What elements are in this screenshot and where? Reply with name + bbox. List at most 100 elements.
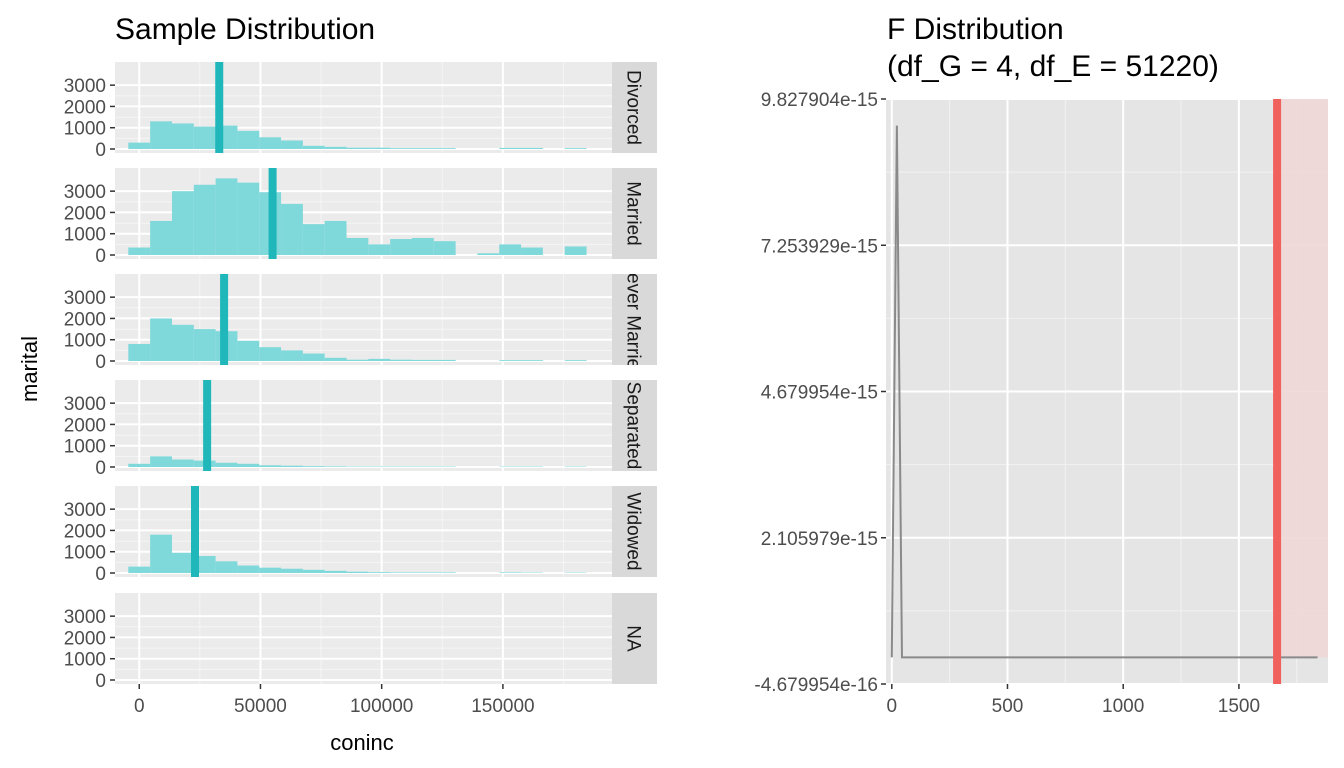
y-tick-label: 2000 bbox=[64, 203, 106, 224]
histogram-bar bbox=[259, 347, 282, 361]
histogram-bar bbox=[128, 343, 151, 361]
histogram-bar bbox=[324, 146, 347, 149]
histogram-bar bbox=[171, 324, 194, 361]
histogram-bar bbox=[193, 184, 216, 255]
facet-strip-label: Divorced bbox=[623, 70, 644, 145]
f-distribution-panel: -4.679954e-16 2.105979e-15 4.679954e-15 7.2… bbox=[754, 90, 1328, 717]
histogram-bar bbox=[237, 340, 260, 361]
y-tick-label: 3000 bbox=[64, 76, 106, 97]
y-tick-label: 2000 bbox=[64, 521, 106, 542]
right-chart-title-line-2: (df_G = 4, df_E = 51220) bbox=[887, 50, 1219, 83]
histogram-bar bbox=[215, 561, 238, 573]
y-tick-label: 1000 bbox=[64, 119, 106, 140]
histogram-bar bbox=[324, 220, 347, 255]
facet-strip-label: Widowed bbox=[623, 492, 644, 570]
y-tick-label: 0 bbox=[95, 246, 106, 267]
histogram-bar bbox=[281, 350, 303, 361]
histogram-bar bbox=[521, 147, 543, 149]
histogram-bar bbox=[171, 552, 194, 573]
histogram-bar bbox=[302, 145, 325, 149]
histogram-bar bbox=[215, 462, 238, 467]
mean-line bbox=[215, 62, 224, 153]
y-tick-label: 1000 bbox=[64, 331, 106, 352]
mean-line bbox=[220, 274, 229, 365]
histogram-bar bbox=[193, 555, 216, 573]
histogram-bar bbox=[346, 571, 369, 573]
f-density-line bbox=[890, 125, 1318, 659]
histogram-bar bbox=[411, 237, 434, 255]
histogram-bar bbox=[564, 246, 587, 255]
x-tick-label: 0 bbox=[886, 696, 897, 717]
y-tick-label: 2000 bbox=[64, 97, 106, 118]
y-tick-label: 9.827904e-15 bbox=[761, 90, 878, 111]
y-tick-label: 3000 bbox=[64, 182, 106, 203]
right-chart: F Distribution (df_G = 4, df_E = 51220) … bbox=[754, 13, 1328, 717]
mean-line bbox=[191, 486, 200, 577]
histogram-bar bbox=[150, 456, 172, 467]
y-tick-label: 2.105979e-15 bbox=[761, 529, 878, 550]
left-chart-title: Sample Distribution bbox=[115, 13, 375, 46]
histogram-bar bbox=[193, 329, 216, 361]
histogram-bar bbox=[128, 247, 151, 255]
histogram-bar bbox=[411, 359, 434, 361]
x-tick-label: 0 bbox=[134, 696, 145, 717]
histogram-bar bbox=[324, 466, 347, 467]
histogram-bar bbox=[346, 359, 369, 361]
histogram-bar bbox=[302, 224, 325, 255]
histogram-bar bbox=[150, 220, 172, 255]
histogram-bar bbox=[390, 239, 412, 255]
histogram-bar bbox=[368, 572, 391, 573]
x-tick-label: 1500 bbox=[1218, 696, 1260, 717]
facet-strip-label: Separated bbox=[623, 382, 644, 470]
histogram-bar bbox=[171, 191, 194, 255]
facet-strip bbox=[612, 168, 657, 259]
histogram-bar bbox=[411, 572, 434, 573]
y-tick-label: 4.679954e-15 bbox=[761, 383, 878, 404]
histogram-bar bbox=[193, 126, 216, 149]
panel-background bbox=[115, 593, 612, 684]
x-tick-label: 1000 bbox=[1102, 696, 1144, 717]
histogram-bar bbox=[281, 465, 303, 467]
y-tick-label: 0 bbox=[95, 140, 106, 161]
histogram-bar bbox=[499, 572, 522, 573]
y-tick-label: 1000 bbox=[64, 225, 106, 246]
y-tick-label: 2000 bbox=[64, 309, 106, 330]
histogram-bar bbox=[128, 463, 151, 467]
histogram-bar bbox=[281, 568, 303, 573]
histogram-bar bbox=[368, 244, 391, 255]
histogram-bar bbox=[433, 241, 456, 255]
y-tick-label: 3000 bbox=[64, 394, 106, 415]
y-tick-label: 0 bbox=[95, 564, 106, 585]
histogram-bar bbox=[259, 567, 282, 573]
y-tick-label: 3000 bbox=[64, 288, 106, 309]
histogram-bar bbox=[281, 203, 303, 255]
histogram-bar bbox=[433, 148, 456, 149]
observed-f-line bbox=[1273, 99, 1282, 684]
histogram-bar bbox=[368, 147, 391, 149]
histogram-bar bbox=[346, 147, 369, 149]
histogram-bar bbox=[150, 121, 172, 149]
facet-strip bbox=[612, 62, 657, 153]
histogram-bar bbox=[521, 360, 543, 361]
panel-background bbox=[115, 380, 612, 471]
right-chart-title-line-1: F Distribution bbox=[887, 13, 1064, 46]
histogram-bar bbox=[259, 465, 282, 467]
histogram-bar bbox=[324, 357, 347, 361]
histogram-bar bbox=[259, 137, 282, 149]
histogram-bar bbox=[128, 566, 151, 573]
mean-line bbox=[268, 168, 277, 259]
left-x-axis: 0 50000 100000 150000 bbox=[134, 684, 535, 717]
rejection-region-shade bbox=[1277, 99, 1328, 658]
histogram-bar bbox=[564, 360, 587, 361]
histogram-bar bbox=[390, 572, 412, 573]
y-tick-label: 7.253929e-15 bbox=[761, 236, 878, 257]
y-tick-label: -4.679954e-16 bbox=[754, 675, 878, 696]
histogram-bar bbox=[237, 130, 260, 149]
x-tick-label: 100000 bbox=[350, 696, 413, 717]
